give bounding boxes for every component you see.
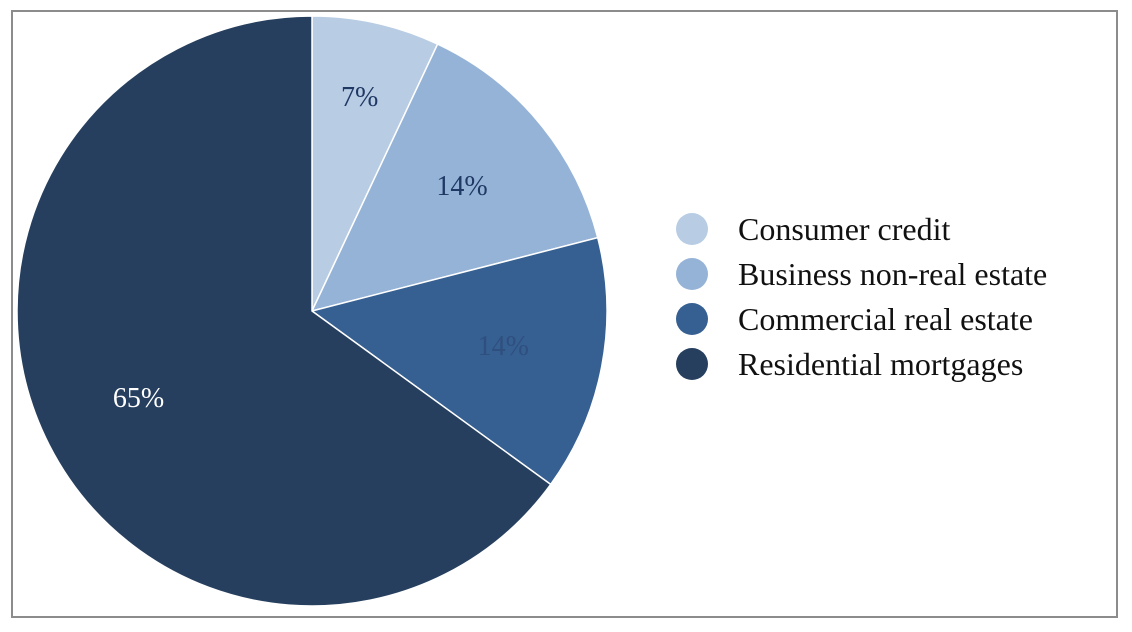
slice-label-commercial-real-estate: 14%: [477, 331, 529, 363]
pie-slice-consumer-credit: [311, 15, 439, 312]
legend-swatch-icon: [676, 257, 708, 290]
legend-item: Consumer credit: [676, 206, 1047, 251]
legend-item: Business non-real estate: [676, 251, 1047, 296]
legend-label: Business non-real estate: [738, 255, 1048, 292]
legend-label: Consumer credit: [738, 210, 951, 247]
pie-slice-residential-mortgages: [16, 15, 552, 607]
legend-label: Residential mortgages: [738, 345, 1024, 382]
legend-item: Commercial real estate: [676, 296, 1047, 341]
legend-swatch-icon: [676, 347, 708, 380]
legend-swatch-icon: [676, 212, 708, 245]
pie-slice-commercial-real-estate: [310, 236, 608, 486]
legend-label: Commercial real estate: [738, 300, 1033, 337]
legend-swatch-icon: [676, 302, 708, 335]
pie-slice-business-non-real-estate: [310, 43, 599, 313]
legend-item: Residential mortgages: [676, 341, 1047, 386]
slice-label-consumer-credit: 7%: [340, 81, 379, 113]
slice-label-business-non-real-estate: 14%: [436, 170, 488, 202]
slice-label-residential-mortgages: 65%: [112, 383, 165, 415]
legend: Consumer credit Business non-real estate C…: [676, 206, 1047, 386]
